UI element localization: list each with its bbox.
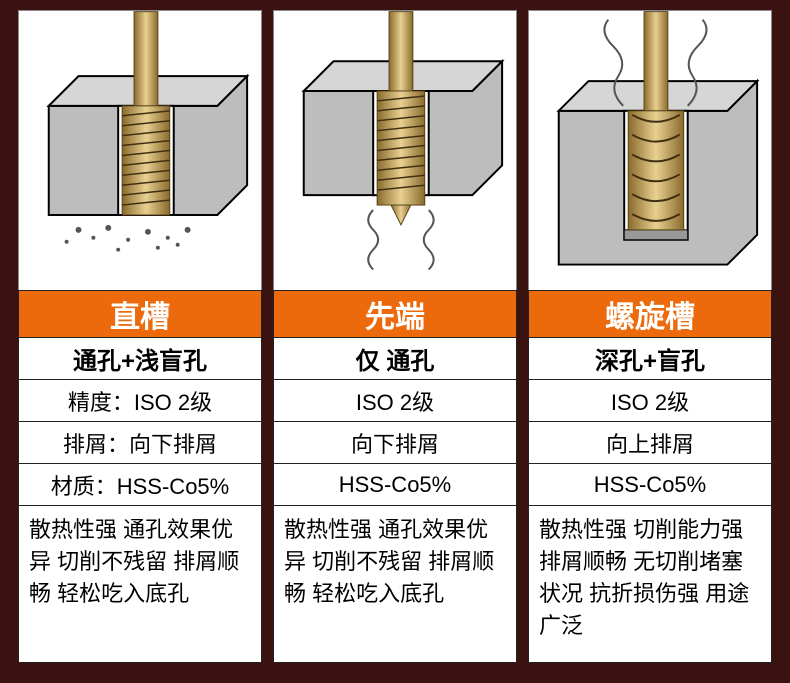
material-straight: 材质：HSS-Co5% <box>18 464 262 506</box>
tap-spiral-icon <box>529 11 771 290</box>
chip-spiral: 向上排屑 <box>528 422 772 464</box>
header-straight: 直槽 <box>18 290 262 338</box>
material-spiral: HSS-Co5% <box>528 464 772 506</box>
hole-type-spiral: 深孔+盲孔 <box>528 338 772 380</box>
hole-type-point: 仅 通孔 <box>273 338 517 380</box>
header-point: 先端 <box>273 290 517 338</box>
desc-point: 散热性强 通孔效果优异 切削不残留 排屑顺畅 轻松吃入底孔 <box>273 506 517 663</box>
illustration-straight <box>18 10 262 290</box>
desc-straight: 散热性强 通孔效果优异 切削不残留 排屑顺畅 轻松吃入底孔 <box>18 506 262 663</box>
precision-straight: 精度：ISO 2级 <box>18 380 262 422</box>
header-spiral: 螺旋槽 <box>528 290 772 338</box>
chip-straight: 排屑：向下排屑 <box>18 422 262 464</box>
illustration-point <box>273 10 517 290</box>
tap-straight-icon <box>19 11 261 290</box>
hole-type-straight: 通孔+浅盲孔 <box>18 338 262 380</box>
precision-spiral: ISO 2级 <box>528 380 772 422</box>
material-point: HSS-Co5% <box>273 464 517 506</box>
column-point: 先端 仅 通孔 ISO 2级 向下排屑 HSS-Co5% 散热性强 通孔效果优异… <box>273 10 517 663</box>
precision-point: ISO 2级 <box>273 380 517 422</box>
chip-point: 向下排屑 <box>273 422 517 464</box>
column-spiral: 螺旋槽 深孔+盲孔 ISO 2级 向上排屑 HSS-Co5% 散热性强 切削能力… <box>528 10 772 663</box>
tap-point-icon <box>274 11 516 290</box>
illustration-spiral <box>528 10 772 290</box>
desc-spiral: 散热性强 切削能力强 排屑顺畅 无切削堵塞状况 抗折损伤强 用途广泛 <box>528 506 772 663</box>
column-straight: 直槽 通孔+浅盲孔 精度：ISO 2级 排屑：向下排屑 材质：HSS-Co5% … <box>18 10 262 663</box>
